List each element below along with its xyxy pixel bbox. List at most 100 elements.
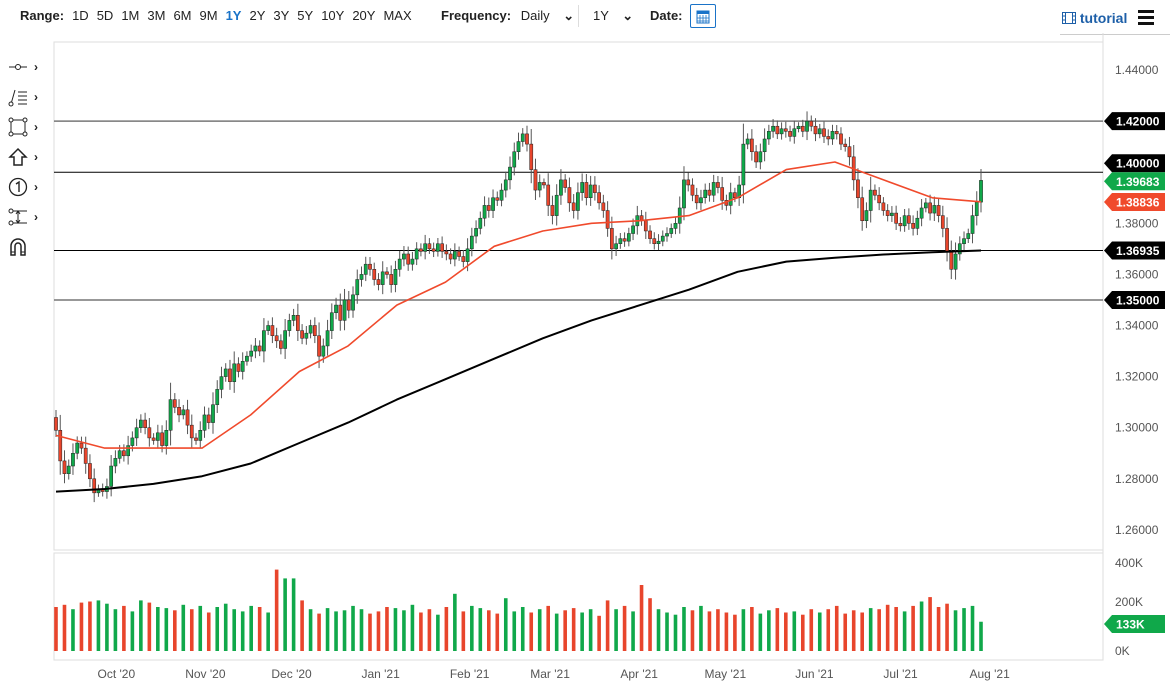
candle-up bbox=[355, 279, 360, 296]
candle-up bbox=[741, 143, 746, 186]
number-marker-tool[interactable]: › bbox=[8, 172, 52, 202]
range-3m[interactable]: 3M bbox=[147, 8, 166, 23]
candle-up bbox=[682, 179, 686, 209]
candle-up bbox=[669, 228, 674, 234]
volume-bar bbox=[911, 605, 915, 651]
volume-bar bbox=[817, 612, 822, 651]
candle-up bbox=[728, 192, 733, 206]
range-5y[interactable]: 5Y bbox=[297, 8, 314, 23]
candle-up bbox=[380, 271, 385, 285]
candle-up bbox=[953, 253, 958, 270]
candle-down bbox=[147, 427, 152, 439]
candle-up bbox=[164, 430, 169, 446]
chevron-down-icon[interactable]: ⌄ bbox=[563, 8, 575, 23]
candle-down bbox=[809, 120, 814, 127]
candle-down bbox=[79, 442, 84, 449]
chevron-right-icon[interactable]: › bbox=[34, 120, 38, 134]
candle-up bbox=[762, 138, 767, 153]
range-20y[interactable]: 20Y bbox=[352, 8, 376, 23]
calendar-button[interactable] bbox=[690, 4, 716, 28]
volume-bar bbox=[750, 607, 754, 651]
arrow-tool[interactable]: › bbox=[8, 142, 52, 172]
volume-bar bbox=[529, 612, 534, 651]
frequency-selector[interactable]: Frequency: Daily ⌄ bbox=[441, 8, 574, 24]
fib-tool[interactable]: › bbox=[8, 82, 52, 112]
candle-up bbox=[130, 437, 135, 446]
chevron-right-icon[interactable]: › bbox=[34, 90, 38, 104]
y-tick-label: 1.28000 bbox=[1115, 472, 1159, 486]
chevron-right-icon[interactable]: › bbox=[34, 180, 38, 194]
volume-bar bbox=[351, 605, 355, 651]
range-6m[interactable]: 6M bbox=[173, 8, 192, 23]
candle-up bbox=[508, 166, 512, 181]
candle-down bbox=[372, 269, 377, 280]
candle-down bbox=[593, 184, 597, 193]
volume-bar bbox=[317, 613, 321, 651]
candle-down bbox=[788, 131, 792, 137]
range-10y[interactable]: 10Y bbox=[321, 8, 345, 23]
frequency-value[interactable]: Daily bbox=[520, 8, 550, 23]
volume-bar bbox=[834, 605, 839, 651]
candle-down bbox=[834, 131, 839, 135]
candle-up bbox=[745, 138, 750, 145]
rectangle-tool[interactable]: › bbox=[8, 112, 52, 142]
candle-up bbox=[771, 125, 775, 132]
chevron-right-icon[interactable]: › bbox=[34, 210, 38, 224]
range-1y[interactable]: 1Y bbox=[225, 8, 242, 23]
candle-up bbox=[334, 304, 338, 313]
candle-down bbox=[525, 133, 529, 145]
candle-up bbox=[75, 442, 80, 454]
candle-down bbox=[690, 184, 695, 196]
chevron-right-icon[interactable]: › bbox=[34, 60, 38, 74]
volume-bar bbox=[563, 610, 567, 651]
volume-bar bbox=[724, 612, 729, 651]
candle-down bbox=[461, 256, 466, 262]
volume-bar bbox=[928, 597, 932, 651]
volume-bar bbox=[571, 608, 576, 651]
y-tick-label: 1.36000 bbox=[1115, 267, 1159, 281]
candle-up bbox=[915, 217, 920, 229]
candle-up bbox=[677, 207, 682, 224]
price-tag bbox=[1104, 154, 1165, 173]
candle-up bbox=[665, 233, 669, 237]
price-tag-label: 1.35000 bbox=[1116, 293, 1160, 307]
volume-bar bbox=[656, 609, 661, 651]
volume-bar bbox=[71, 609, 75, 651]
candle-up bbox=[703, 189, 708, 199]
candle-down bbox=[847, 146, 852, 158]
x-tick-label: Dec '20 bbox=[271, 667, 312, 681]
period-value[interactable]: 1Y bbox=[593, 8, 609, 23]
range-1d[interactable]: 1D bbox=[72, 8, 89, 23]
range-3y[interactable]: 3Y bbox=[273, 8, 290, 23]
candle-up bbox=[830, 131, 835, 140]
volume-bar bbox=[622, 605, 627, 651]
toolbar: Range: 1D 5D 1M 3M 6M 9M 1Y 2Y 3Y 5Y 10Y 20Y MAX Freq… bbox=[0, 0, 1170, 33]
range-max[interactable]: MAX bbox=[383, 8, 412, 23]
volume-bar bbox=[453, 593, 457, 651]
range-1m[interactable]: 1M bbox=[121, 8, 140, 23]
candle-down bbox=[898, 223, 903, 227]
candle-down bbox=[151, 437, 156, 441]
candle-down bbox=[185, 409, 190, 426]
range-2y[interactable]: 2Y bbox=[249, 8, 266, 23]
candle-up bbox=[868, 189, 873, 211]
volume-bar bbox=[851, 610, 856, 651]
range-9m[interactable]: 9M bbox=[199, 8, 218, 23]
hamburger-menu-icon[interactable] bbox=[1138, 10, 1154, 28]
range-5d[interactable]: 5D bbox=[96, 8, 114, 23]
chevron-down-icon[interactable]: ⌄ bbox=[622, 8, 634, 23]
magnet-tool[interactable] bbox=[8, 232, 52, 262]
volume-bar bbox=[419, 612, 423, 651]
candle-up bbox=[414, 248, 419, 260]
tutorial-link[interactable]: tutorial bbox=[1062, 10, 1127, 26]
period-selector[interactable]: 1Y ⌄ bbox=[593, 8, 633, 24]
candle-up bbox=[469, 235, 474, 250]
candle-down bbox=[376, 279, 381, 285]
channel-tool[interactable]: › bbox=[8, 202, 52, 232]
line-tool[interactable]: › bbox=[8, 52, 52, 82]
chevron-right-icon[interactable]: › bbox=[34, 150, 38, 164]
x-tick-label: Oct '20 bbox=[98, 667, 136, 681]
candle-down bbox=[694, 194, 699, 204]
volume-bar bbox=[156, 607, 160, 651]
